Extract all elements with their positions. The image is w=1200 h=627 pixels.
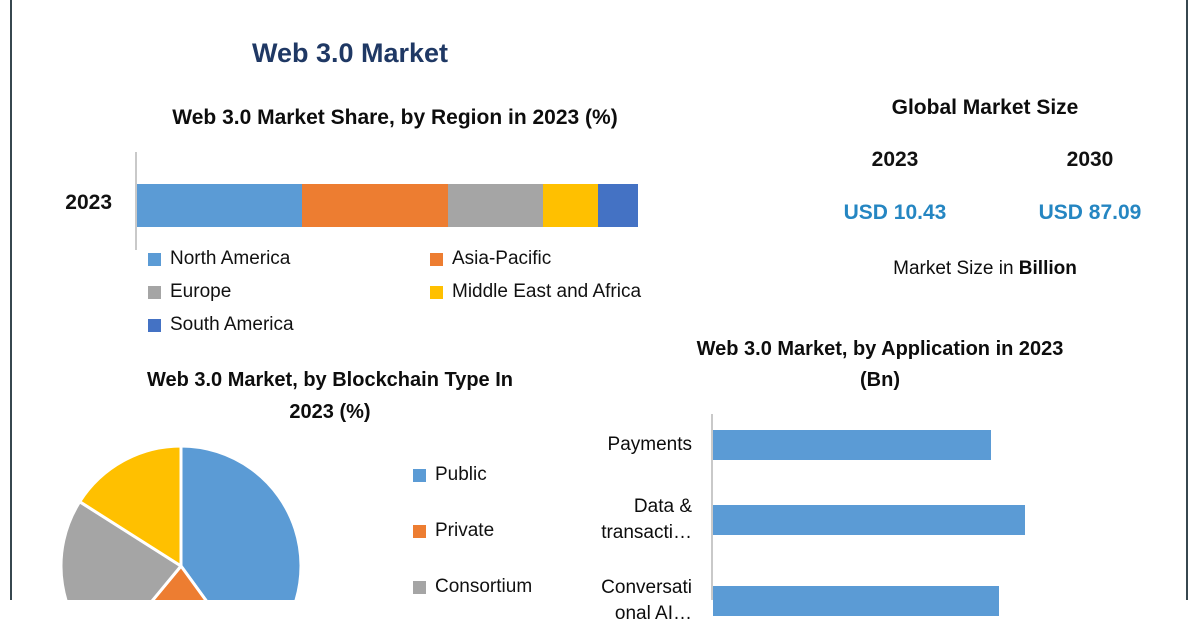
market-size-year-2030: 2030: [1066, 148, 1114, 171]
region-chart-axis-line: [135, 152, 137, 250]
pie-slice-public: [179, 444, 303, 600]
legend-label: South America: [170, 314, 294, 335]
legend-label: Consortium: [435, 576, 533, 597]
legend-swatch-icon: [413, 524, 426, 538]
blockchain-title-line1: Web 3.0 Market, by Blockchain Type In: [146, 369, 514, 391]
region-legend-item-north-america: North America: [148, 248, 430, 270]
legend-label: Europe: [170, 281, 232, 302]
application-bar-payments: [713, 430, 991, 460]
region-chart-title: Web 3.0 Market Share, by Region in 2023 …: [172, 106, 618, 129]
legend-swatch-icon: [148, 252, 161, 266]
market-size-value-2030: USD 87.09: [1038, 201, 1142, 224]
market-size-caption-prefix: Market Size in: [893, 258, 1019, 279]
market-size-value-2023: USD 10.43: [843, 201, 947, 224]
pie-slice-item: [78, 444, 183, 568]
region-chart-category-label: 2023: [65, 191, 112, 214]
legend-swatch-icon: [413, 580, 426, 594]
region-segment-europe: [447, 184, 543, 227]
application-bar-conversati-onal-ai: [713, 586, 999, 616]
application-chart-title: Web 3.0 Market, by Application in 2023 (B…: [630, 334, 1130, 396]
region-chart-legend: North America Asia-Pacific Europe Middle Ea…: [148, 248, 678, 336]
legend-label: North America: [170, 248, 291, 269]
legend-swatch-icon: [413, 468, 426, 482]
region-legend-item-asia-pacific: Asia-Pacific: [430, 248, 678, 270]
application-chart-axis-line: [711, 414, 713, 600]
legend-swatch-icon: [148, 318, 161, 332]
pie-slice-consortium: [59, 500, 183, 600]
region-segment-north-america: [137, 184, 303, 227]
blockchain-chart-legend: Public Private Consortium: [413, 464, 532, 598]
blockchain-chart-title: Web 3.0 Market, by Blockchain Type In 202…: [90, 364, 570, 428]
blockchain-pie: [59, 444, 303, 600]
application-title-line2: (Bn): [860, 369, 900, 391]
legend-label: Public: [435, 464, 487, 485]
market-size-caption-unit: Billion: [1018, 258, 1077, 279]
left-border-line: [10, 0, 12, 600]
application-bar-data-transacti: [713, 505, 1025, 535]
application-title-line1: Web 3.0 Market, by Application in 2023: [696, 338, 1064, 360]
legend-swatch-icon: [430, 285, 443, 299]
pie-slice-private: [150, 564, 208, 600]
blockchain-legend-item-private: Private: [413, 520, 532, 542]
legend-swatch-icon: [430, 252, 443, 266]
blockchain-legend-item-public: Public: [413, 464, 532, 486]
region-legend-item-europe: Europe: [148, 281, 430, 303]
region-legend-item-middle-east-and-africa: Middle East and Africa: [430, 281, 678, 303]
legend-label: Asia-Pacific: [452, 248, 552, 269]
blockchain-legend-item-consortium: Consortium: [413, 576, 532, 598]
application-row-label-payments: Payments: [607, 434, 692, 455]
page-title: Web 3.0 Market: [251, 38, 449, 68]
legend-label: Private: [435, 520, 495, 541]
right-border-line: [1186, 0, 1188, 600]
market-size-title: Global Market Size: [891, 96, 1079, 119]
application-row-label-conversati-onal-ai: Conversati onal AI…: [601, 577, 692, 624]
market-size-caption: Market Size in Billion: [820, 258, 1150, 280]
region-stacked-bar: [137, 184, 638, 227]
market-size-year-2023: 2023: [871, 148, 919, 171]
region-segment-asia-pacific: [302, 184, 448, 227]
region-segment-middle-east-and-africa: [542, 184, 598, 227]
application-row-label-data-transacti: Data & transacti…: [601, 496, 692, 543]
legend-swatch-icon: [148, 285, 161, 299]
region-segment-south-america: [597, 184, 638, 227]
blockchain-title-line2: 2023 (%): [289, 401, 371, 423]
region-legend-item-south-america: South America: [148, 314, 430, 336]
legend-label: Middle East and Africa: [452, 281, 642, 302]
